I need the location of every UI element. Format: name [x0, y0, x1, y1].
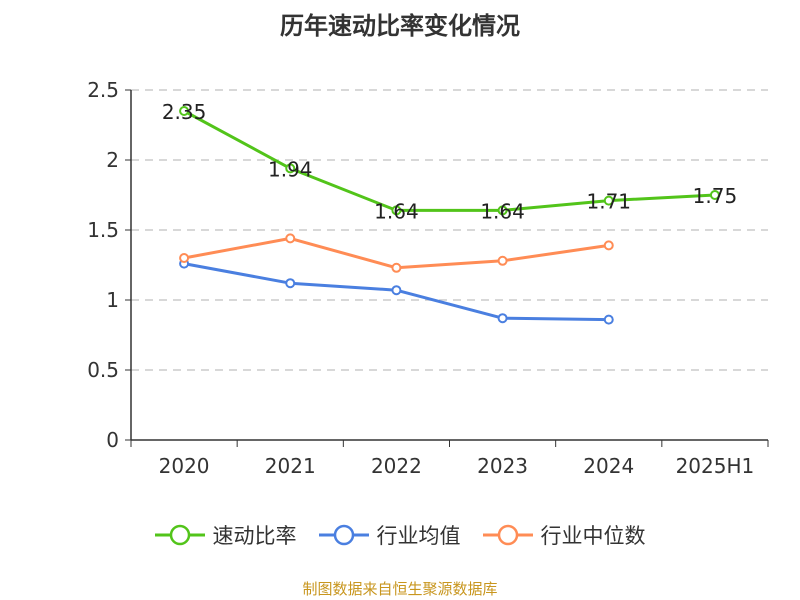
legend-label: 行业中位数 — [540, 524, 646, 548]
y-tick-label: 1.5 — [87, 218, 119, 242]
x-tick-label: 2023 — [477, 454, 528, 478]
y-tick-label: 2 — [106, 148, 119, 172]
data-point — [285, 278, 296, 289]
legend-item[interactable]: 行业中位数 — [482, 520, 646, 550]
y-tick-label: 0.5 — [87, 358, 119, 382]
data-point — [497, 255, 508, 266]
data-point — [179, 253, 190, 263]
y-tick-label: 1 — [106, 288, 119, 312]
series-line-0 — [183, 109, 715, 212]
data-point — [497, 205, 508, 216]
y-tick-label: 0 — [106, 428, 119, 452]
data-label: 1.64 — [374, 199, 419, 223]
legend-label: 行业均值 — [376, 524, 461, 548]
legend-marker-icon — [154, 524, 205, 546]
legend-item[interactable]: 速动比率 — [154, 520, 297, 550]
data-label: 1.71 — [586, 190, 631, 214]
data-label: 1.75 — [693, 184, 738, 208]
data-point — [179, 106, 190, 116]
x-tick-label: 2022 — [371, 454, 422, 478]
legend-marker-icon — [482, 524, 533, 546]
data-point — [285, 163, 296, 174]
data-point — [391, 262, 402, 273]
data-point — [391, 285, 402, 296]
data-point — [285, 233, 296, 244]
legend-item[interactable]: 行业均值 — [318, 520, 461, 550]
data-label: 1.94 — [268, 157, 313, 181]
x-tick-label: 2024 — [583, 454, 634, 478]
data-point — [497, 313, 508, 324]
data-point — [603, 240, 614, 251]
source-note: 制图数据来自恒生聚源数据库 — [302, 580, 498, 598]
data-label: 1.64 — [480, 199, 525, 223]
legend: 速动比率 行业均值 行业中位数 — [0, 520, 800, 550]
x-tick-label: 2025H1 — [676, 454, 755, 478]
x-tick-label: 2021 — [265, 454, 316, 478]
data-point — [709, 190, 720, 200]
data-point — [603, 195, 614, 206]
legend-label: 速动比率 — [212, 524, 297, 548]
y-tick-label: 2.5 — [87, 78, 119, 102]
data-point — [391, 205, 402, 216]
data-label: 2.35 — [162, 100, 207, 124]
legend-marker-icon — [318, 524, 369, 546]
data-point — [603, 314, 614, 325]
chart-title: 历年速动比率变化情况 — [280, 12, 520, 40]
x-tick-label: 2020 — [159, 454, 210, 478]
